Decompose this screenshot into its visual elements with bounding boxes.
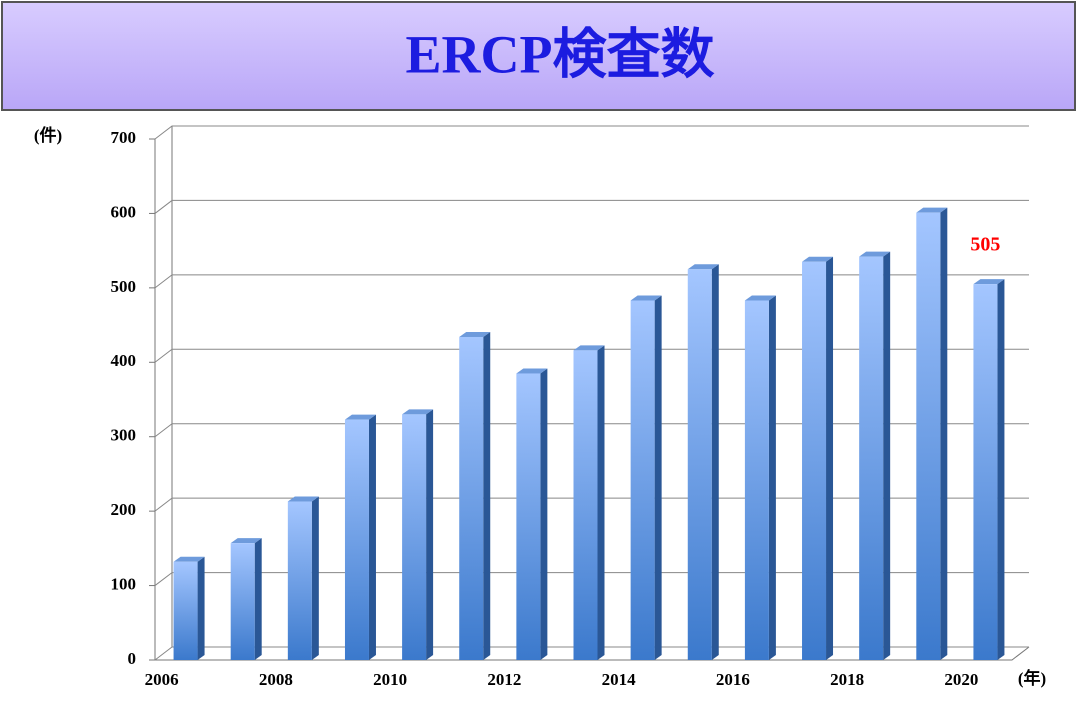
bar-side — [426, 409, 434, 660]
grid-line — [154, 199, 1029, 214]
y-tick-label: 0 — [128, 649, 137, 668]
y-tick-label: 100 — [111, 574, 137, 593]
bar-top — [516, 368, 548, 374]
x-tick-label: 2012 — [487, 670, 521, 689]
bar — [573, 350, 598, 660]
bar — [516, 373, 541, 660]
bar — [916, 212, 941, 661]
bar-top — [173, 556, 205, 562]
bar-top — [973, 279, 1005, 285]
bar-side — [311, 496, 319, 660]
bar-top — [287, 496, 319, 502]
bar-top — [344, 414, 376, 420]
grid-line — [154, 646, 1029, 661]
bar-side — [997, 279, 1005, 660]
bar — [630, 300, 655, 660]
bar-side — [597, 345, 605, 660]
grid-line — [154, 274, 1029, 289]
x-tick-label: 2010 — [373, 670, 407, 689]
grid-line — [154, 497, 1029, 512]
bar-side — [768, 295, 776, 660]
bar — [687, 269, 712, 660]
y-tick-label: 700 — [111, 128, 137, 147]
bar — [802, 261, 827, 660]
y-tick-label: 500 — [111, 277, 137, 296]
bar-side — [940, 207, 948, 661]
bar-top — [402, 409, 434, 415]
bar — [973, 284, 998, 660]
bar-side — [254, 538, 262, 660]
x-tick-label: 2014 — [602, 670, 637, 689]
bar-side — [883, 251, 891, 660]
bar-top — [916, 207, 948, 213]
grid-line — [154, 572, 1029, 586]
bar-top — [573, 345, 605, 351]
y-tick-label: 300 — [111, 426, 137, 445]
x-tick-label: 2020 — [944, 670, 978, 689]
bar — [744, 300, 769, 660]
bar-top — [859, 251, 891, 257]
bar — [287, 501, 312, 660]
bar — [344, 419, 369, 660]
bar-side — [483, 331, 491, 660]
y-tick-label: 200 — [111, 500, 137, 519]
bar-side — [540, 368, 548, 660]
bar-side — [711, 264, 719, 660]
bar-top — [230, 538, 262, 544]
x-tick-label: 2018 — [830, 670, 864, 689]
title-box — [1, 1, 1076, 111]
bar-top — [802, 256, 834, 262]
bar — [859, 256, 884, 660]
grid-line — [154, 423, 1029, 438]
grid-line — [154, 348, 1029, 363]
bar — [173, 561, 198, 660]
y-unit: (件) — [34, 125, 62, 145]
y-tick-label: 600 — [111, 202, 137, 221]
grid-line — [154, 125, 1029, 140]
x-tick-label: 2006 — [145, 670, 179, 689]
y-tick-label: 400 — [111, 351, 137, 370]
bar-top — [459, 331, 491, 337]
floor — [155, 646, 1030, 661]
bar-side — [197, 556, 205, 660]
chart-title: ERCP検査数 — [406, 24, 715, 84]
bar-top — [744, 295, 776, 301]
bar-top — [687, 264, 719, 270]
x-tick-label: 2016 — [716, 670, 750, 689]
x-unit: (年) — [1018, 668, 1046, 688]
bar — [230, 543, 255, 660]
bar-side — [654, 295, 662, 660]
data-label: 505 — [970, 234, 1000, 256]
bar — [402, 414, 427, 660]
x-tick-label: 2008 — [259, 670, 293, 689]
bar-side — [368, 414, 376, 660]
bar — [459, 336, 484, 660]
bar-top — [630, 295, 662, 301]
bar-side — [826, 256, 834, 660]
